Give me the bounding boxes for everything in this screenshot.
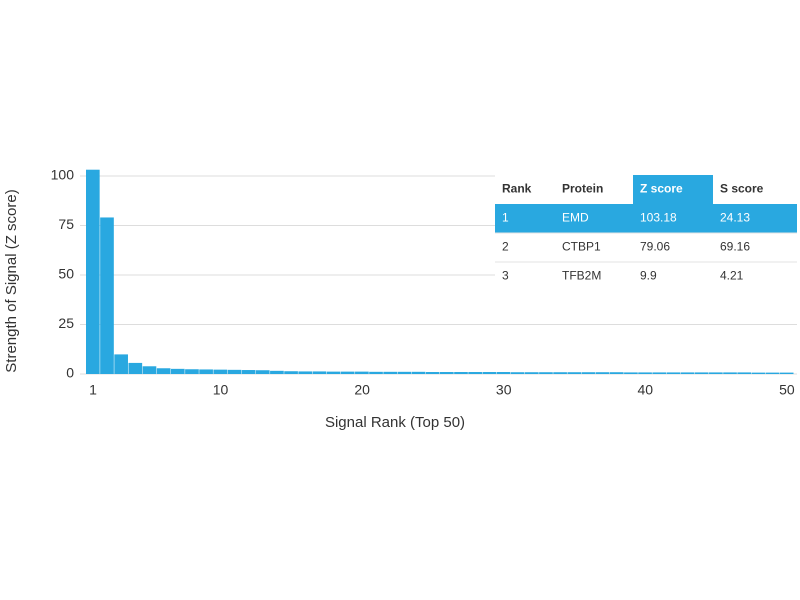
bar [86,169,100,374]
bar [440,372,454,374]
y-tick-label: 100 [51,167,75,183]
bar [355,371,369,374]
bar [284,371,298,374]
bar [156,368,171,374]
bar [142,366,157,374]
bar [779,372,794,374]
y-tick-label: 0 [66,365,74,381]
bar [270,370,284,374]
bar [751,372,766,374]
bar [340,371,355,374]
table-header: Z score [640,182,683,196]
bar [581,372,596,374]
bar [723,372,737,374]
bar [510,372,525,374]
bar [326,371,341,374]
table-cell: 79.06 [640,240,670,254]
bar [595,372,610,374]
bar [312,371,327,374]
bar [128,362,143,374]
x-tick-label: 20 [354,382,370,398]
bar [496,372,511,374]
bar [100,217,114,374]
bar [624,372,638,374]
row-highlight [495,204,797,233]
table-cell: 3 [502,269,509,283]
bar [539,372,553,374]
header-highlight [633,175,713,204]
table-cell: 4.21 [720,269,744,283]
bar [213,369,228,374]
bar [652,372,667,374]
bar [369,371,383,374]
x-axis-label: Signal Rank (Top 50) [325,414,465,431]
table-header: Rank [502,182,532,196]
x-tick-label: 50 [779,382,795,398]
bar [114,354,128,374]
bar [298,371,313,374]
bar [765,372,780,374]
table-cell: 103.18 [640,211,677,225]
bar [737,372,752,374]
bar [383,371,398,374]
table-cell: 24.13 [720,211,750,225]
x-tick-label: 1 [89,382,97,398]
bar [694,372,709,374]
y-axis-label: Strength of Signal (Z score) [3,189,20,372]
bar [227,369,242,374]
x-tick-label: 10 [213,382,229,398]
table-cell: CTBP1 [562,240,601,254]
bar [425,372,440,374]
bar [567,372,582,374]
bar [397,371,412,374]
bar [553,372,567,374]
bar [185,369,199,374]
bar [241,370,256,374]
table-cell: 1 [502,211,509,225]
bar [482,372,497,374]
bar [411,371,426,374]
y-tick-label: 25 [58,315,74,331]
table-cell: 69.16 [720,240,750,254]
table-cell: 2 [502,240,509,254]
table-header: Protein [562,182,603,196]
bar [199,369,213,374]
bar [680,372,695,374]
bar [454,372,468,374]
table-cell: TFB2M [562,269,601,283]
y-tick-label: 50 [58,266,74,282]
bar [666,372,681,374]
bar [638,372,652,374]
bar [524,372,539,374]
x-tick-label: 30 [496,382,512,398]
bar [468,372,482,374]
bar [709,372,723,374]
table-cell: 9.9 [640,269,657,283]
y-tick-label: 75 [58,216,74,232]
bar [609,372,624,374]
table-header: S score [720,182,764,196]
bar [170,368,185,374]
bar [255,370,270,374]
x-tick-label: 40 [638,382,654,398]
table-cell: EMD [562,211,589,225]
